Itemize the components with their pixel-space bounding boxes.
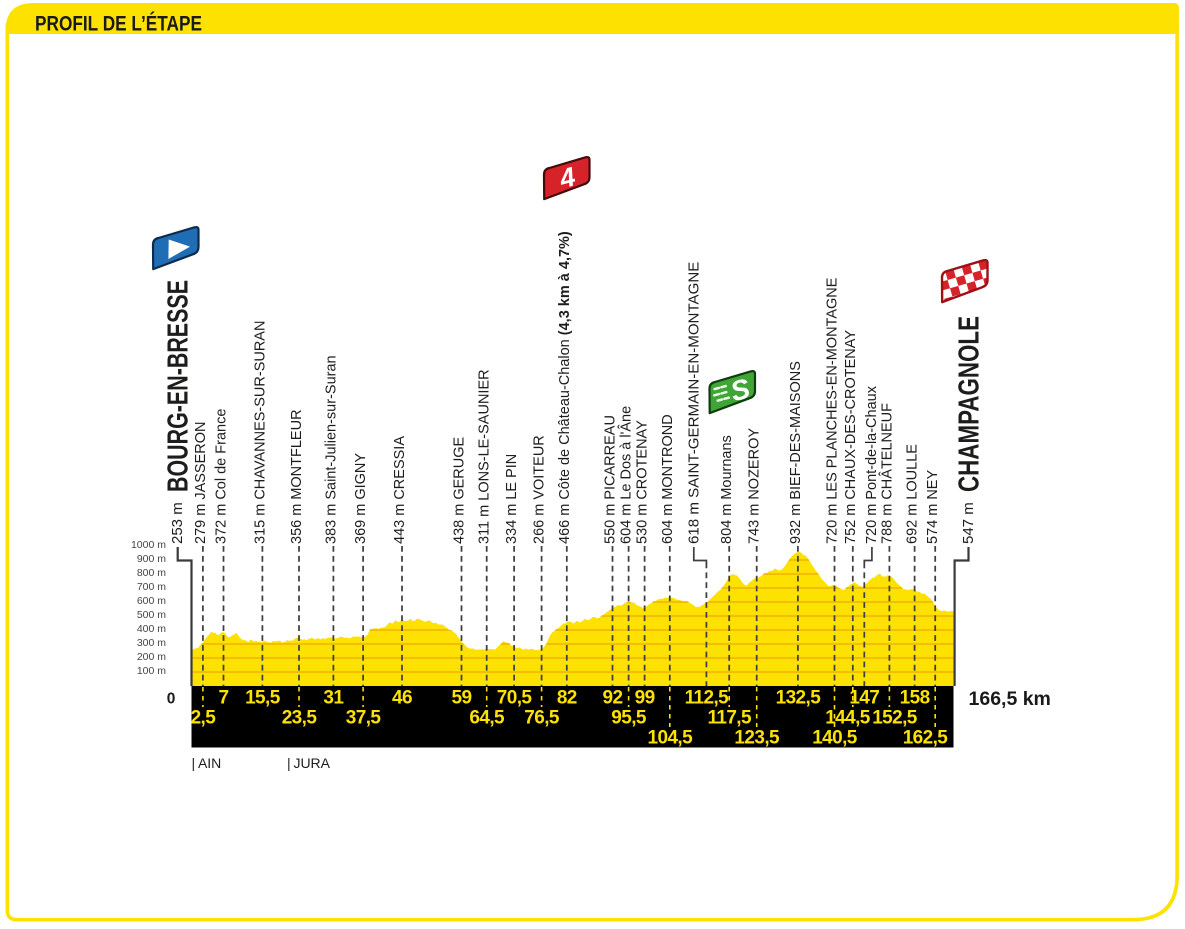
svg-text:95,5: 95,5 — [611, 708, 647, 729]
svg-text:1000 m: 1000 m — [131, 539, 166, 551]
svg-text:92: 92 — [603, 688, 623, 709]
svg-text:PROFIL DE L’ÉTAPE: PROFIL DE L’ÉTAPE — [35, 11, 202, 36]
svg-text:| JURA: | JURA — [287, 755, 331, 771]
svg-text:70,5: 70,5 — [497, 688, 533, 709]
svg-text:132,5: 132,5 — [776, 688, 822, 709]
svg-text:804 m Mournans: 804 m Mournans — [719, 435, 735, 544]
svg-text:300 m: 300 m — [137, 637, 166, 649]
svg-text:752 m CHAUX-DES-CROTENAY: 752 m CHAUX-DES-CROTENAY — [843, 330, 859, 544]
svg-text:466 m Côte de Château-Chalon (: 466 m Côte de Château-Chalon (4,3 km à 4… — [557, 231, 573, 544]
svg-text:574 m NEY: 574 m NEY — [925, 470, 941, 544]
svg-text:BOURG-EN-BRESSE: BOURG-EN-BRESSE — [163, 280, 195, 492]
svg-text:162,5: 162,5 — [903, 728, 949, 749]
svg-text:800 m: 800 m — [137, 567, 166, 579]
svg-text:720 m Pont-de-la-Chaux: 720 m Pont-de-la-Chaux — [864, 385, 880, 544]
svg-text:720 m LES PLANCHES-EN-MONTAGNE: 720 m LES PLANCHES-EN-MONTAGNE — [825, 277, 841, 544]
svg-text:500 m: 500 m — [137, 609, 166, 621]
svg-text:279 m JASSERON: 279 m JASSERON — [193, 422, 209, 545]
svg-text:600 m: 600 m — [137, 595, 166, 607]
svg-text:158: 158 — [900, 688, 930, 709]
svg-text:692 m LOULLE: 692 m LOULLE — [905, 444, 921, 544]
svg-text:37,5: 37,5 — [346, 708, 382, 729]
svg-text:604 m Le Dos à l'Âne: 604 m Le Dos à l'Âne — [618, 406, 635, 544]
svg-text:100 m: 100 m — [137, 665, 166, 677]
svg-text:64,5: 64,5 — [469, 708, 505, 729]
svg-text:99: 99 — [635, 688, 655, 709]
svg-text:604 m MONTROND: 604 m MONTROND — [660, 414, 676, 544]
svg-text:7: 7 — [219, 688, 229, 709]
svg-text:23,5: 23,5 — [282, 708, 318, 729]
svg-text:372 m Col de France: 372 m Col de France — [214, 409, 230, 544]
svg-text:383 m Saint-Julien-sur-Suran: 383 m Saint-Julien-sur-Suran — [323, 355, 339, 544]
svg-text:266 m VOITEUR: 266 m VOITEUR — [532, 435, 548, 544]
svg-text:530 m CROTENAY: 530 m CROTENAY — [635, 420, 651, 544]
svg-text:59: 59 — [452, 688, 472, 709]
svg-text:443 m CRESSIA: 443 m CRESSIA — [392, 436, 408, 544]
svg-text:743 m NOZEROY: 743 m NOZEROY — [747, 428, 763, 544]
svg-text:547 m: 547 m — [960, 502, 977, 544]
svg-text:152,5: 152,5 — [872, 708, 918, 729]
svg-text:144,5: 144,5 — [825, 708, 871, 729]
svg-text:0: 0 — [167, 691, 176, 708]
svg-text:147: 147 — [849, 688, 879, 709]
svg-text:4: 4 — [556, 162, 579, 195]
svg-text:334 m LE PIN: 334 m LE PIN — [504, 454, 520, 544]
svg-text:788 m CHÂTELNEUF: 788 m CHÂTELNEUF — [878, 403, 895, 544]
svg-text:700 m: 700 m — [137, 581, 166, 593]
svg-text:| AIN: | AIN — [192, 755, 222, 771]
svg-text:31: 31 — [323, 688, 344, 709]
svg-text:123,5: 123,5 — [734, 728, 780, 749]
svg-text:900 m: 900 m — [137, 553, 166, 565]
svg-text:369 m GIGNY: 369 m GIGNY — [353, 453, 369, 544]
svg-text:2,5: 2,5 — [191, 708, 217, 729]
svg-text:15,5: 15,5 — [245, 688, 281, 709]
svg-text:932 m BIEF-DES-MAISONS: 932 m BIEF-DES-MAISONS — [788, 361, 804, 544]
svg-text:315 m CHAVANNES-SUR-SURAN: 315 m CHAVANNES-SUR-SURAN — [252, 321, 268, 544]
svg-text:CHAMPAGNOLE: CHAMPAGNOLE — [954, 316, 986, 492]
svg-text:140,5: 140,5 — [812, 728, 858, 749]
svg-text:82: 82 — [557, 688, 577, 709]
svg-text:76,5: 76,5 — [524, 708, 560, 729]
svg-text:311 m LONS-LE-SAUNIER: 311 m LONS-LE-SAUNIER — [477, 369, 493, 544]
svg-text:618 m SAINT-GERMAIN-EN-MONTAGN: 618 m SAINT-GERMAIN-EN-MONTAGNE — [685, 262, 702, 544]
svg-text:117,5: 117,5 — [707, 708, 752, 729]
svg-text:438 m GERUGE: 438 m GERUGE — [452, 437, 468, 544]
svg-text:112,5: 112,5 — [685, 688, 730, 709]
svg-text:400 m: 400 m — [137, 623, 166, 635]
svg-text:46: 46 — [392, 688, 412, 709]
svg-text:166,5 km: 166,5 km — [969, 688, 1051, 710]
svg-text:356 m MONTFLEUR: 356 m MONTFLEUR — [289, 409, 305, 544]
svg-text:253 m: 253 m — [169, 502, 186, 544]
svg-text:550 m PICARREAU: 550 m PICARREAU — [603, 415, 619, 544]
svg-text:104,5: 104,5 — [648, 728, 694, 749]
svg-text:200 m: 200 m — [137, 651, 166, 663]
